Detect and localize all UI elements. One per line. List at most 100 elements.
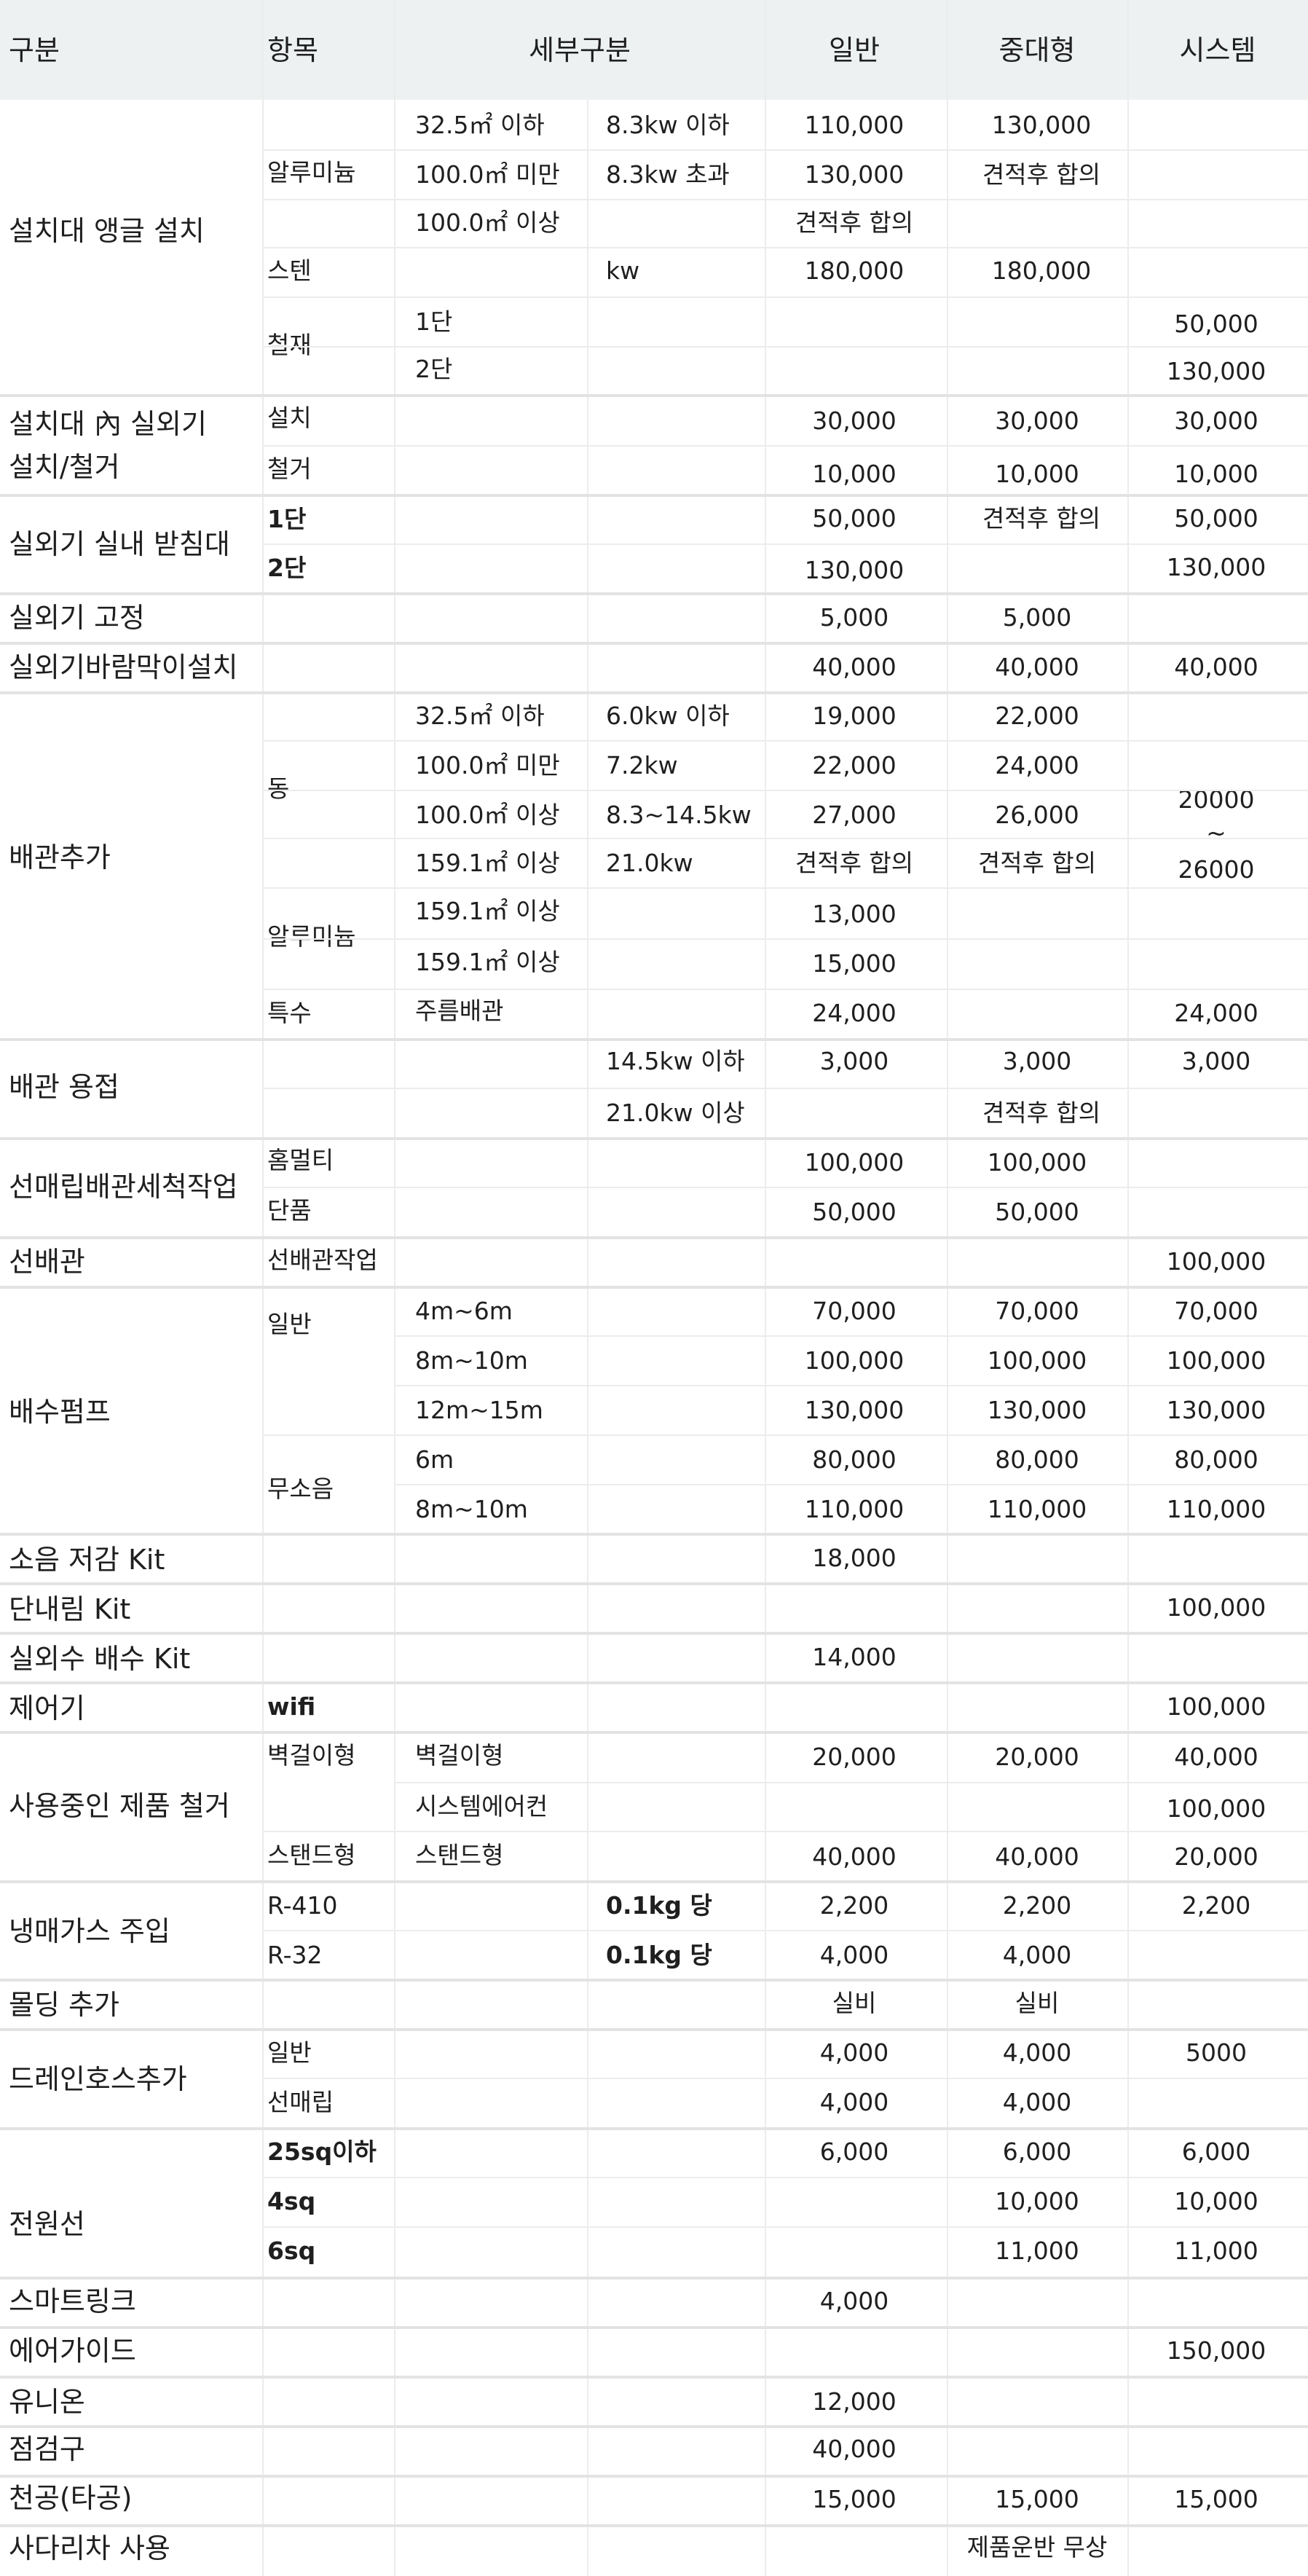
cell: 10,000 — [812, 460, 897, 488]
cell: 5,000 — [1002, 603, 1072, 632]
cell: 12,000 — [812, 2387, 897, 2416]
category-inner-1: 설치대 內 실외기 — [9, 408, 207, 440]
item-single: 단품 — [267, 1196, 312, 1225]
cell: 40,000 — [1174, 653, 1258, 681]
cell: 80,000 — [812, 1445, 897, 1474]
cell: 110,000 — [1166, 1495, 1266, 1523]
cell: 100.0㎡ 이상 — [415, 801, 560, 829]
category-airguide: 에어가이드 — [9, 2335, 136, 2367]
category-removal: 사용중인 제품 철거 — [9, 1790, 230, 1822]
cell: 4,000 — [819, 2287, 889, 2315]
cell: 180,000 — [991, 256, 1092, 285]
cell: 15,000 — [995, 2485, 1079, 2513]
sub-row-divider — [262, 989, 1308, 990]
cell: 견적후 합의 — [795, 849, 914, 877]
cell: 70,000 — [812, 1297, 897, 1325]
cell: 30,000 — [995, 407, 1079, 435]
cell: 30,000 — [812, 407, 897, 435]
cell: 27,000 — [812, 801, 897, 829]
cell: 스탠드형 — [415, 1841, 504, 1869]
cell: 159.1㎡ 이상 — [415, 897, 560, 925]
cell: 100,000 — [1166, 1247, 1266, 1276]
cell: 21.0kw 이상 — [606, 1099, 745, 1127]
row-divider — [0, 2277, 1308, 2279]
cell: 5,000 — [819, 603, 889, 632]
cell: 110,000 — [987, 1495, 1087, 1523]
cell: 20,000 — [812, 1743, 897, 1771]
category-stand: 실외기 실내 받침대 — [9, 528, 230, 560]
sub-row-divider — [394, 1385, 1308, 1386]
cell: 80,000 — [1174, 1445, 1258, 1474]
header-system: 시스템 — [1179, 34, 1256, 66]
table-header — [0, 0, 1308, 100]
cell: 14.5kw 이하 — [606, 1047, 745, 1075]
cell: 100,000 — [1166, 1593, 1266, 1622]
cell: 견적후 합의 — [982, 160, 1101, 189]
cell: 20,000 — [995, 1743, 1079, 1771]
row-divider — [0, 1236, 1308, 1239]
sub-row-divider — [262, 790, 1308, 791]
cell: 주름배관 — [415, 997, 504, 1025]
cell: 110,000 — [804, 1495, 905, 1523]
item-sten: 스텐 — [267, 256, 312, 285]
row-divider — [0, 1038, 1308, 1041]
cell: 2,200 — [819, 1891, 889, 1920]
sub-row-divider — [262, 1088, 1308, 1089]
category-union: 유니온 — [9, 2386, 85, 2418]
category-smartlink: 스마트링크 — [9, 2285, 136, 2317]
row-divider — [0, 1533, 1308, 1536]
cell: 실비 — [1015, 1989, 1060, 2017]
cell: 15,000 — [812, 949, 897, 978]
cell: 50,000 — [1174, 504, 1258, 533]
sub-row-divider — [262, 2226, 1308, 2228]
cell: 50,000 — [812, 1198, 897, 1226]
sub-row-divider — [262, 247, 1308, 248]
category-controller: 제어기 — [9, 1692, 85, 1724]
cell: 22,000 — [995, 702, 1079, 730]
item-standing: 스탠드형 — [267, 1841, 356, 1869]
cell: 70,000 — [1174, 1297, 1258, 1325]
cell: 130,000 — [987, 1396, 1087, 1424]
sub-row-divider — [262, 838, 1308, 839]
item-drain-general: 일반 — [267, 2038, 312, 2067]
cell: 2,200 — [1002, 1891, 1072, 1920]
cell: 40,000 — [812, 2435, 897, 2463]
item-remove: 철거 — [267, 455, 312, 483]
cell: 180,000 — [804, 256, 905, 285]
cell: 159.1㎡ 이상 — [415, 849, 560, 877]
cell: 8m~10m — [415, 1346, 528, 1375]
cell: 12m~15m — [415, 1396, 543, 1424]
sub-row-divider — [262, 938, 1308, 940]
category-wind: 실외기바람막이설치 — [9, 651, 238, 683]
cell: 70,000 — [995, 1297, 1079, 1325]
item-power-6sq: 6sq — [267, 2237, 316, 2265]
row-divider — [0, 592, 1308, 595]
header-ilban: 일반 — [829, 34, 880, 66]
cell: 4,000 — [819, 2088, 889, 2116]
row-divider — [0, 1286, 1308, 1289]
cell: 22,000 — [812, 751, 897, 780]
cell: 6,000 — [1002, 2137, 1072, 2166]
category-bore: 천공(타공) — [9, 2482, 133, 2514]
row-divider — [0, 1731, 1308, 1734]
cell: 40,000 — [1174, 1743, 1258, 1771]
item-alu: 알루미늄 — [267, 922, 356, 951]
sub-row-divider — [262, 2177, 1308, 2178]
item-stand-2: 2단 — [267, 554, 307, 582]
cell: 100.0㎡ 미만 — [415, 160, 560, 189]
cell: 1단 — [415, 307, 453, 336]
cell: 4,000 — [1002, 2038, 1072, 2067]
cell: 실비 — [832, 1989, 877, 2017]
item-copper: 동 — [267, 774, 290, 803]
cell: 벽걸이형 — [415, 1741, 504, 1770]
cell: 3,000 — [1181, 1047, 1251, 1075]
header-jungdae: 중대형 — [998, 34, 1076, 66]
category-noise-kit: 소음 저감 Kit — [9, 1544, 165, 1576]
cell: 100,000 — [987, 1346, 1087, 1375]
item-r410: R-410 — [267, 1891, 338, 1920]
sub-row-divider — [394, 1484, 1308, 1485]
cell: 견적후 합의 — [977, 849, 1097, 877]
cell: 19,000 — [812, 702, 897, 730]
item-wifi: wifi — [267, 1692, 316, 1721]
